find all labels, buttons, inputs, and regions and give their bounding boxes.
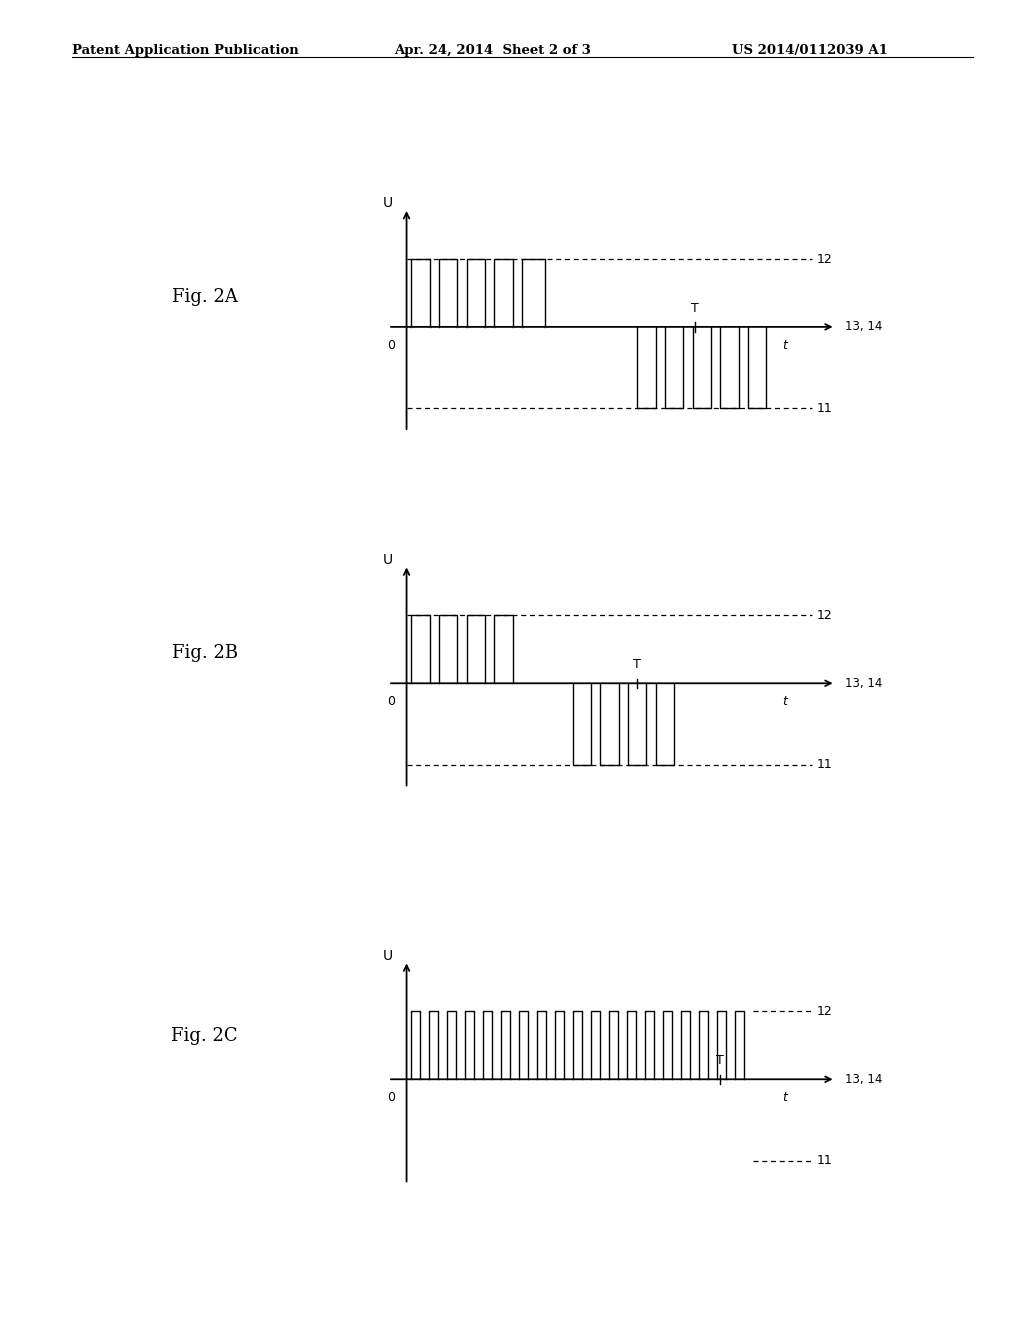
- Text: 0: 0: [387, 1092, 395, 1105]
- Text: 11: 11: [817, 1154, 833, 1167]
- Text: U: U: [383, 197, 393, 210]
- Text: t: t: [782, 339, 787, 352]
- Text: 12: 12: [817, 609, 833, 622]
- Text: 13, 14: 13, 14: [845, 321, 882, 334]
- Text: U: U: [383, 553, 393, 566]
- Text: Patent Application Publication: Patent Application Publication: [72, 44, 298, 57]
- Text: US 2014/0112039 A1: US 2014/0112039 A1: [732, 44, 888, 57]
- Text: T: T: [717, 1055, 724, 1067]
- Text: T: T: [691, 302, 698, 314]
- Text: 13, 14: 13, 14: [845, 1073, 882, 1086]
- Text: 11: 11: [817, 401, 833, 414]
- Text: Fig. 2C: Fig. 2C: [171, 1027, 239, 1045]
- Text: 11: 11: [817, 758, 833, 771]
- Text: t: t: [782, 696, 787, 709]
- Text: 12: 12: [817, 252, 833, 265]
- Text: Apr. 24, 2014  Sheet 2 of 3: Apr. 24, 2014 Sheet 2 of 3: [394, 44, 591, 57]
- Text: Fig. 2B: Fig. 2B: [172, 644, 238, 663]
- Text: Fig. 2A: Fig. 2A: [172, 288, 238, 306]
- Text: T: T: [633, 659, 641, 671]
- Text: 0: 0: [387, 339, 395, 352]
- Text: 12: 12: [817, 1005, 833, 1018]
- Text: 0: 0: [387, 696, 395, 709]
- Text: t: t: [782, 1092, 787, 1105]
- Text: 13, 14: 13, 14: [845, 677, 882, 690]
- Text: U: U: [383, 949, 393, 962]
